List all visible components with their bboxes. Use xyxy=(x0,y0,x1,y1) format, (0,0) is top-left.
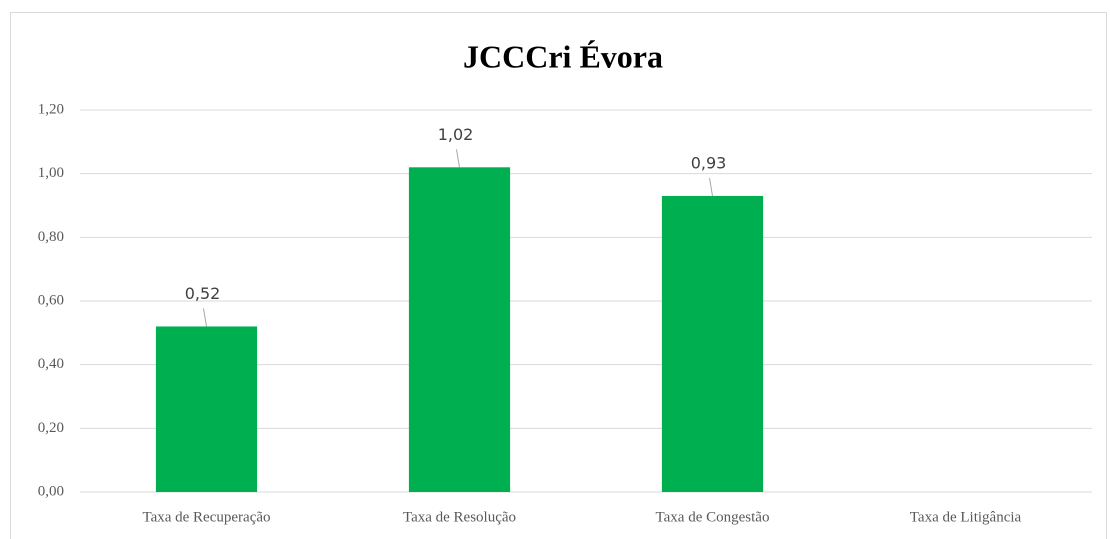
x-tick-label: Taxa de Recuperação xyxy=(142,509,270,525)
y-tick-label: 1,20 xyxy=(38,101,64,117)
x-tick-label: Taxa de Congestão xyxy=(656,509,770,525)
chart-title: JCCCri Évora xyxy=(463,38,663,74)
y-tick-label: 0,40 xyxy=(38,356,64,372)
y-tick-label: 0,80 xyxy=(38,229,64,245)
y-tick-label: 0,20 xyxy=(38,420,64,436)
leader-line xyxy=(456,149,460,168)
x-tick-label: Taxa de Litigância xyxy=(910,509,1022,525)
bar xyxy=(661,195,764,492)
bar xyxy=(408,167,511,493)
y-tick-label: 1,00 xyxy=(38,165,64,181)
y-tick-label: 0,60 xyxy=(38,292,64,308)
data-label: 0,93 xyxy=(691,153,727,172)
data-label: 1,02 xyxy=(438,125,474,144)
leader-line xyxy=(203,308,207,327)
data-label: 0,52 xyxy=(185,284,221,303)
x-tick-label: Taxa de Resolução xyxy=(403,509,516,525)
bar xyxy=(155,326,258,492)
y-tick-label: 0,00 xyxy=(38,483,64,499)
leader-line xyxy=(709,177,713,197)
